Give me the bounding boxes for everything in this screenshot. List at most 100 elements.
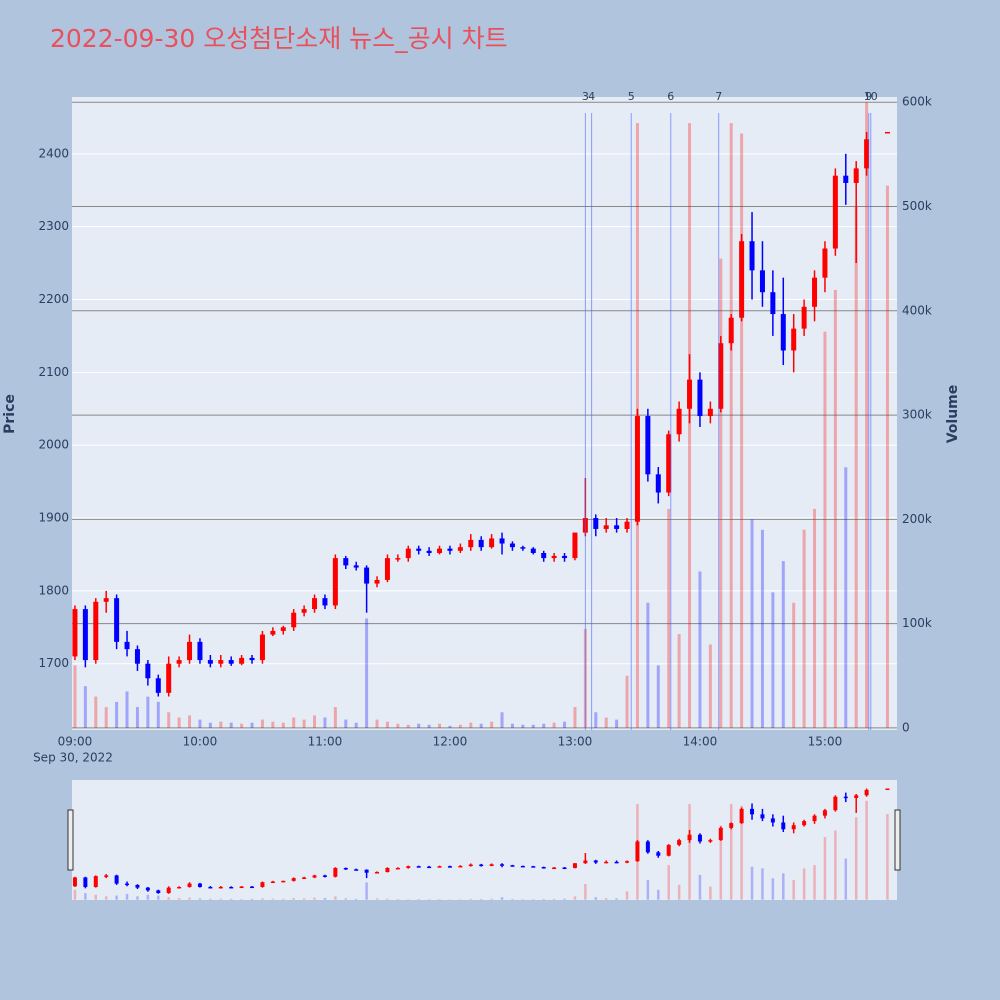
candle-body: [364, 567, 370, 584]
news-label: 9: [865, 90, 872, 103]
candle-body: [656, 852, 661, 856]
candle-body: [687, 834, 692, 841]
candle-body: [833, 796, 838, 811]
candle-body: [604, 861, 609, 864]
volume-bar: [136, 896, 139, 900]
x-tick-label: 11:00: [308, 735, 343, 749]
volume-bar: [365, 618, 369, 728]
candle-body: [739, 808, 744, 824]
candle-body: [322, 875, 327, 877]
volume-bar: [854, 206, 858, 728]
candle-body: [864, 789, 869, 796]
volume-bar: [396, 723, 400, 728]
volume-bar: [135, 707, 139, 728]
volume-bar: [688, 123, 692, 728]
volume-bar: [313, 715, 317, 728]
volume-bar: [761, 868, 764, 900]
plot-area: [72, 97, 897, 730]
volume-bar: [354, 898, 358, 900]
candle-body: [270, 630, 276, 635]
candle-body: [103, 598, 109, 602]
volume-bar: [594, 897, 598, 900]
candle-body: [708, 840, 713, 842]
x-tick-label: 15:00: [808, 735, 843, 749]
volume-bar: [563, 721, 567, 728]
volume-bar: [250, 898, 254, 900]
slider-handle[interactable]: [894, 809, 901, 871]
candle-body: [280, 627, 286, 631]
volume-bar: [709, 886, 712, 900]
candle-body: [572, 863, 577, 868]
candle-body: [634, 416, 640, 522]
candle-body: [343, 867, 348, 870]
candle-body: [343, 558, 349, 566]
volume-bar: [73, 889, 77, 900]
candle-body: [218, 886, 223, 889]
volume-bar: [146, 894, 150, 900]
volume-bar: [500, 897, 504, 900]
volume-bar: [396, 899, 400, 900]
y2-tick-label: 600k: [902, 95, 932, 109]
candle-body: [666, 434, 672, 493]
candle-body: [770, 292, 776, 315]
candle-body: [176, 660, 182, 664]
volume-bar: [490, 898, 493, 900]
volume-bar: [510, 723, 514, 728]
candle-body: [541, 867, 546, 869]
candle-body: [270, 881, 275, 884]
candle-body: [885, 788, 890, 791]
candle-body: [728, 317, 734, 344]
volume-bar: [167, 897, 170, 900]
candle-body: [531, 866, 536, 868]
candle-body: [468, 864, 473, 867]
y2-tick-label: 300k: [902, 408, 932, 422]
news-label: 6: [667, 90, 674, 103]
candle-body: [864, 139, 870, 169]
candle-body: [145, 663, 151, 679]
volume-bar: [104, 707, 108, 728]
candle-body: [177, 886, 182, 889]
volume-bar: [771, 878, 775, 900]
volume-bar: [886, 814, 889, 900]
candle-body: [385, 867, 390, 873]
y2-tick-label: 200k: [902, 512, 932, 526]
candle-body: [489, 538, 495, 548]
slider-handle[interactable]: [67, 809, 74, 871]
candle-body: [406, 866, 411, 868]
volume-bar: [521, 724, 525, 728]
candle-body: [749, 241, 755, 271]
volume-bar: [209, 898, 212, 900]
candle-body: [645, 841, 650, 853]
y2-axis-title: Volume: [945, 385, 961, 444]
volume-bar: [573, 896, 577, 900]
volume-bar: [823, 837, 827, 900]
candle-body: [520, 547, 526, 549]
volume-bar: [198, 719, 202, 728]
candle-body: [384, 558, 390, 580]
candle-body: [625, 861, 630, 863]
candle-body: [405, 548, 411, 559]
volume-bar: [792, 879, 795, 900]
candle-body: [479, 864, 484, 867]
volume-bar: [406, 724, 410, 728]
candle-body: [707, 408, 713, 417]
volume-bar: [740, 133, 744, 728]
range-slider[interactable]: [72, 780, 897, 900]
volume-bar: [375, 719, 379, 728]
volume-bar: [188, 715, 192, 728]
volume-bar: [229, 898, 233, 900]
volume-bar: [771, 592, 775, 728]
candle-body: [541, 552, 547, 559]
volume-bar: [604, 717, 608, 728]
volume-bar: [302, 719, 306, 728]
news-label: 10: [864, 90, 878, 103]
news-label: 5: [628, 90, 635, 103]
candle-body: [760, 814, 765, 819]
volume-bar: [542, 723, 546, 728]
candle-body: [770, 818, 775, 823]
volume-bar: [219, 721, 223, 728]
candle-body: [437, 866, 442, 868]
candle-body: [218, 660, 224, 664]
volume-bar: [188, 897, 191, 900]
